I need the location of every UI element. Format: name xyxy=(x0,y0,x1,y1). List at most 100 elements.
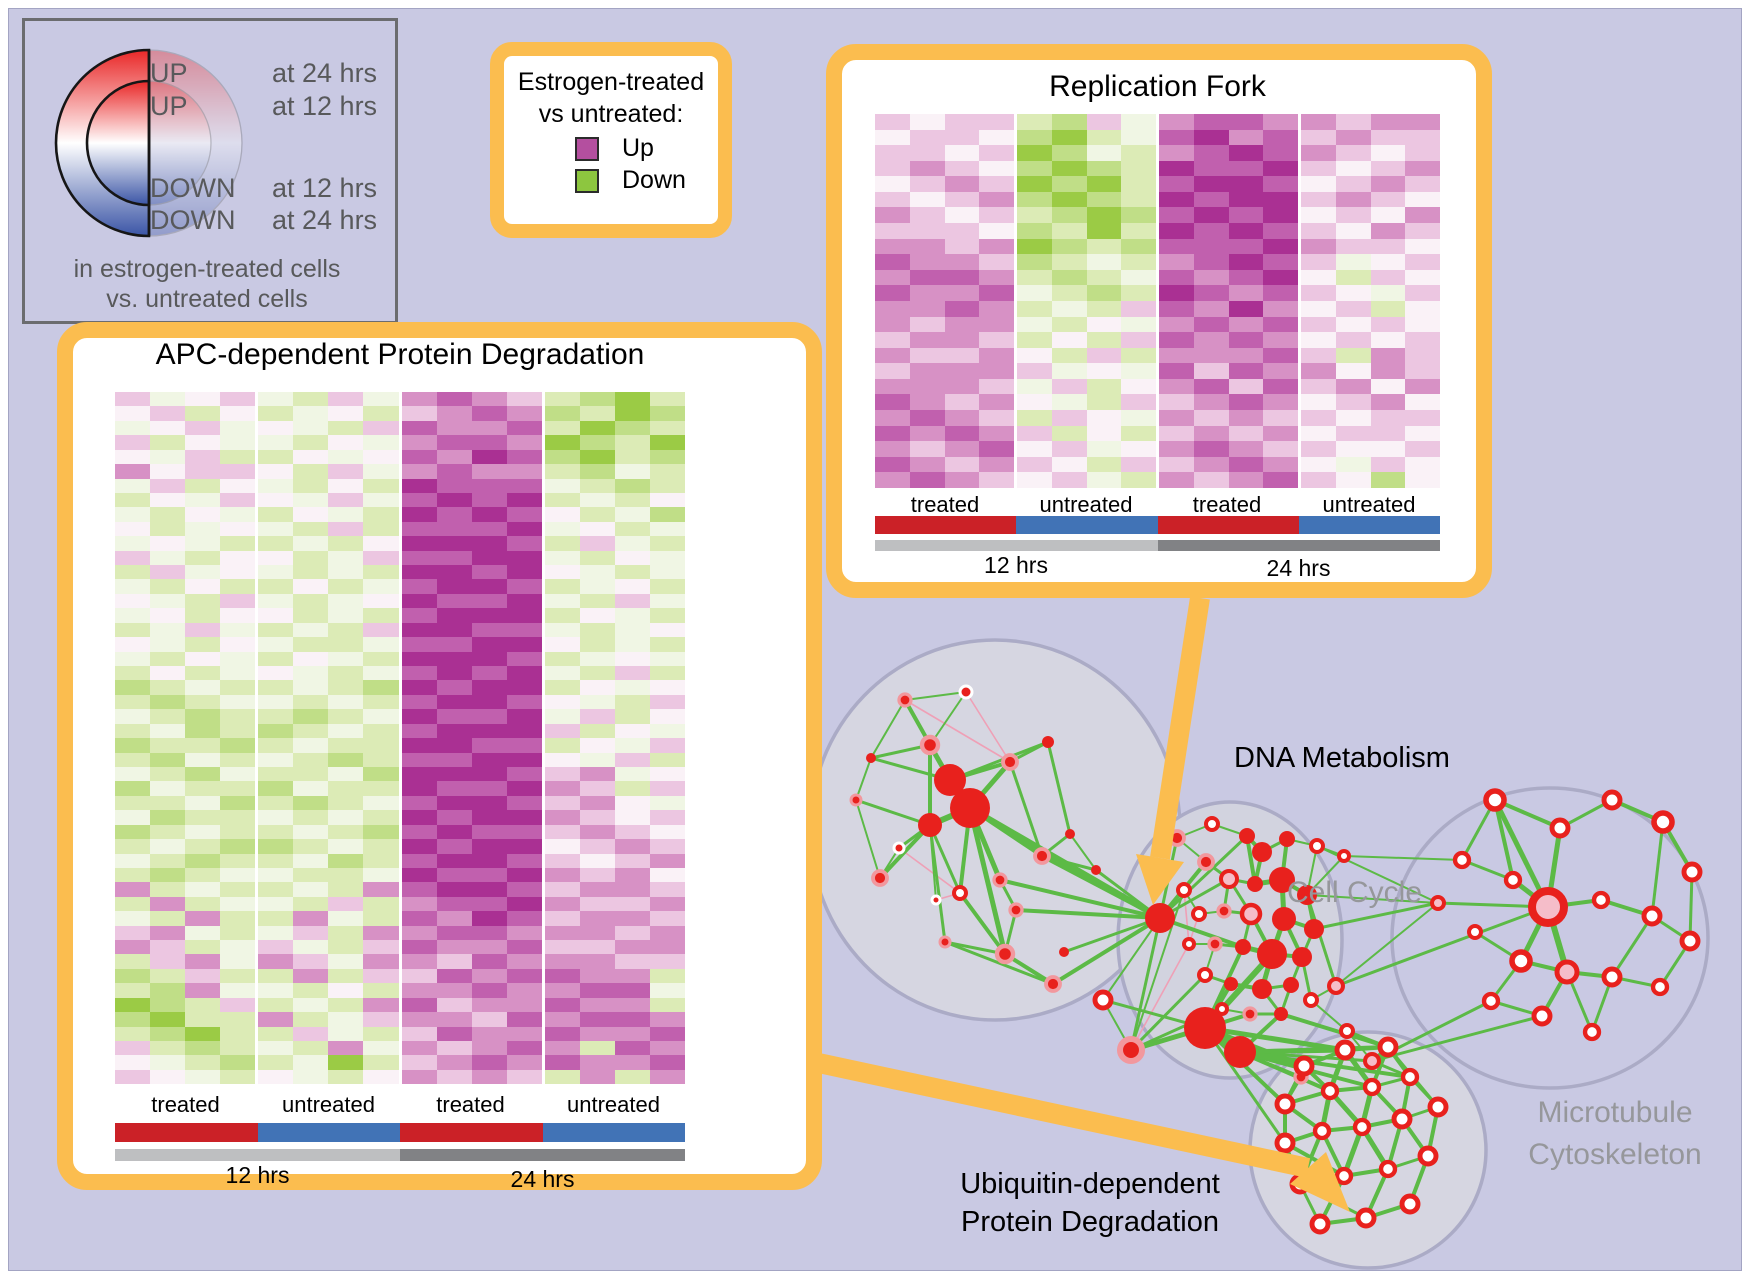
heatmap-cell xyxy=(401,651,437,667)
heatmap-cell xyxy=(115,435,151,450)
heatmap-row xyxy=(115,853,685,868)
heatmap-cell xyxy=(1193,332,1229,348)
heatmap-cell xyxy=(614,420,650,436)
heatmap-cell xyxy=(875,129,910,146)
heatmap-row xyxy=(875,145,1440,161)
heatmap-cell xyxy=(220,911,256,926)
rf-time-color-bars xyxy=(875,540,1440,551)
heatmap-cell xyxy=(293,608,329,623)
heatmap-cell xyxy=(1263,425,1298,442)
heatmap-cell xyxy=(115,867,151,883)
heatmap-cell xyxy=(185,579,221,594)
heatmap-cell xyxy=(185,766,221,782)
heatmap-cell xyxy=(1121,269,1156,286)
heatmap-row xyxy=(875,238,1440,255)
heatmap-cell xyxy=(506,406,542,421)
heatmap-cell xyxy=(1193,472,1229,488)
heatmap-cell xyxy=(579,464,615,479)
heatmap-cell xyxy=(471,392,507,407)
heatmap-cell xyxy=(471,738,507,753)
heatmap-cell xyxy=(185,694,221,710)
heatmap-cell xyxy=(614,1012,650,1027)
heatmap-cell xyxy=(506,954,542,969)
heatmap-row xyxy=(115,911,685,926)
heatmap-cell xyxy=(115,449,151,465)
heatmap-cell xyxy=(1228,269,1264,286)
heatmap-cell xyxy=(944,223,980,239)
heatmap-cell xyxy=(150,896,186,912)
heatmap-cell xyxy=(1017,176,1052,192)
heatmap-cell xyxy=(944,347,980,364)
heatmap-cell xyxy=(293,406,329,421)
heatmap-row xyxy=(115,637,685,652)
heatmap-cell xyxy=(293,1040,329,1056)
heatmap-cell xyxy=(471,550,507,566)
heatmap-cell xyxy=(220,867,256,883)
heatmap-cell xyxy=(328,954,364,969)
heatmap-cell xyxy=(544,666,580,681)
heatmap-row xyxy=(875,332,1440,348)
heatmap-cell xyxy=(185,882,221,897)
heatmap-cell xyxy=(471,622,507,638)
heatmap-cell xyxy=(1228,316,1264,333)
heatmap-cell xyxy=(1405,300,1440,317)
heatmap-cell xyxy=(944,332,980,348)
heatmap-cell xyxy=(293,637,329,652)
heatmap-cell xyxy=(220,449,256,465)
heatmap-cell xyxy=(258,1055,294,1070)
heatmap-cell xyxy=(471,420,507,436)
heatmap-cell xyxy=(293,622,329,638)
heatmap-cell xyxy=(328,478,364,493)
heatmap-cell xyxy=(363,464,399,479)
heatmap-cell xyxy=(506,781,542,796)
heatmap-cell xyxy=(185,983,221,998)
heatmap-cell xyxy=(1051,223,1087,239)
heatmap-cell xyxy=(115,565,151,580)
heatmap-cell xyxy=(649,781,685,796)
heatmap-cell xyxy=(293,781,329,796)
heatmap-row xyxy=(115,896,685,912)
heatmap-cell xyxy=(471,795,507,811)
heatmap-cell xyxy=(1301,238,1336,255)
heatmap-row xyxy=(875,347,1440,364)
heatmap-cell xyxy=(471,406,507,421)
heatmap-cell xyxy=(1263,332,1298,348)
heatmap-cell xyxy=(436,550,472,566)
heatmap-row xyxy=(875,300,1440,317)
heatmap-cell xyxy=(328,752,364,767)
heatmap-cell xyxy=(544,896,580,912)
heatmap-cell xyxy=(614,622,650,638)
heatmap-cell xyxy=(471,997,507,1013)
heatmap-cell xyxy=(150,536,186,551)
heatmap-cell xyxy=(1051,472,1087,488)
heatmap-cell xyxy=(185,752,221,767)
heatmap-cell xyxy=(258,694,294,710)
heatmap-cell xyxy=(363,478,399,493)
heatmap-row xyxy=(115,651,685,667)
heatmap-cell xyxy=(649,795,685,811)
heatmap-cell xyxy=(875,332,910,348)
heatmap-cell xyxy=(1159,145,1194,161)
heatmap-cell xyxy=(258,1012,294,1027)
heatmap-cell xyxy=(909,114,945,130)
heatmap-cell xyxy=(1228,191,1264,208)
heatmap-cell xyxy=(258,608,294,623)
heatmap-cell xyxy=(506,694,542,710)
heatmap-cell xyxy=(115,839,151,854)
color-bar-segment xyxy=(400,1149,685,1161)
heatmap-cell xyxy=(436,1012,472,1027)
heatmap-cell xyxy=(1405,285,1440,301)
heatmap-cell xyxy=(979,425,1014,442)
heatmap-cell xyxy=(328,392,364,407)
heatmap-cell xyxy=(506,810,542,825)
heatmap-cell xyxy=(909,176,945,192)
heatmap-cell xyxy=(328,521,364,537)
heatmap-cell xyxy=(150,420,186,436)
heatmap-cell xyxy=(363,896,399,912)
color-bar-segment xyxy=(257,1123,400,1142)
heatmap-cell xyxy=(649,940,685,955)
heatmap-cell xyxy=(1086,129,1122,146)
heatmap-cell xyxy=(875,114,910,130)
heatmap-cell xyxy=(1159,223,1194,239)
heatmap-cell xyxy=(328,940,364,955)
